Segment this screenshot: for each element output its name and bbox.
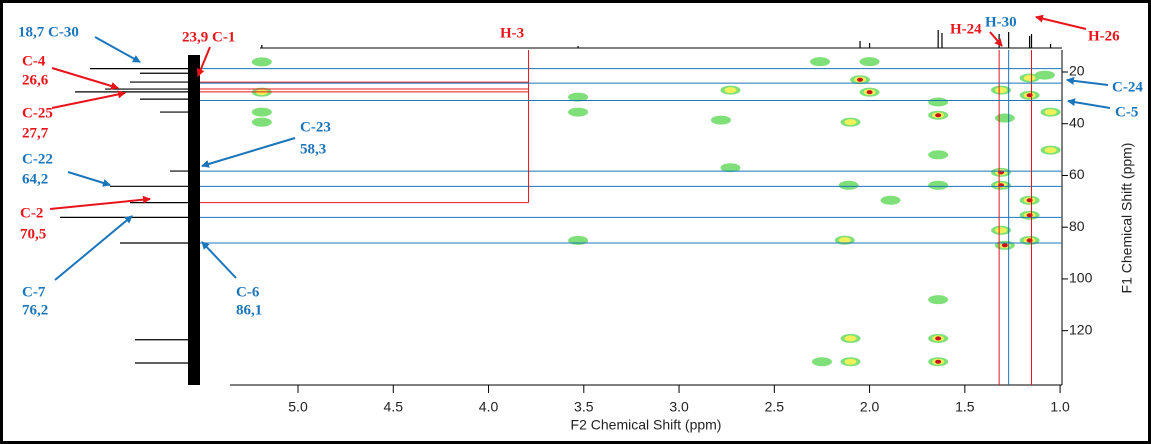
x-tick-label: 1.0	[1050, 399, 1070, 415]
y-tick-label: 80	[1069, 218, 1085, 234]
annotation-label: C-24	[1112, 79, 1143, 95]
cross-peak	[838, 237, 851, 244]
cross-peak	[928, 295, 949, 305]
annotation-label: C-4	[22, 53, 46, 69]
cross-peak	[928, 150, 949, 160]
annotation-label: 26,6	[22, 72, 49, 88]
cross-peak	[720, 163, 741, 173]
cross-peak	[935, 359, 942, 364]
cross-peak	[995, 87, 1008, 94]
cross-peak	[928, 180, 949, 190]
annotation-label: H-30	[985, 14, 1017, 30]
x-tick-label: 3.5	[574, 399, 594, 415]
x-tick-label: 1.5	[955, 399, 975, 415]
annotation-label: H-3	[500, 25, 524, 41]
y-tick-label: 20	[1069, 63, 1085, 79]
cross-peak	[935, 113, 942, 118]
cross-peak	[928, 97, 949, 107]
annotation-label: 27,7	[22, 125, 49, 141]
cross-peak	[880, 195, 901, 205]
annotation-label: 64,2	[22, 171, 48, 187]
annotation-label: C-6	[236, 284, 260, 300]
cross-peak	[568, 107, 589, 117]
annotation-arrow	[51, 67, 119, 90]
y-tick-label: 100	[1069, 270, 1093, 286]
annotation-arrow	[67, 171, 111, 187]
cross-peak	[1044, 109, 1057, 116]
annotation-label: C-23	[300, 119, 331, 135]
cross-peak	[935, 336, 942, 341]
annotation-arrow	[989, 31, 1003, 47]
y-tick-label: 120	[1069, 321, 1093, 337]
cross-peak	[1001, 243, 1008, 248]
cross-peak	[1034, 70, 1055, 80]
annotation-arrow	[49, 195, 151, 210]
cross-peak	[1023, 74, 1036, 81]
cross-peak	[994, 113, 1015, 123]
annotation-arrow	[201, 137, 296, 168]
annotation-label: C-5	[1115, 104, 1138, 120]
cross-peak	[724, 87, 737, 94]
cross-peak	[710, 115, 731, 125]
annotation-label: 76,2	[22, 302, 48, 318]
annotation-arrow	[1067, 98, 1111, 109]
annotation-label: C-22	[22, 151, 53, 167]
annotation-label: C-7	[22, 284, 46, 300]
cross-peak	[859, 57, 880, 67]
annotation-arrow	[54, 215, 133, 281]
cross-peak	[857, 77, 864, 82]
annotation-label: 70,5	[20, 226, 46, 242]
cross-peak	[844, 335, 857, 342]
cross-peak	[251, 107, 272, 117]
y-axis-label: F1 Chemical Shift (ppm)	[1119, 143, 1135, 294]
cross-peak	[251, 117, 272, 127]
annotation-arrow	[1066, 76, 1109, 86]
cross-peak	[568, 235, 589, 245]
annotation-arrow	[51, 90, 126, 109]
x-tick-label: 5.0	[288, 399, 308, 415]
cross-peak	[1044, 147, 1057, 154]
annotation-arrow	[94, 36, 141, 63]
x-tick-label: 4.0	[479, 399, 499, 415]
x-tick-label: 3.0	[669, 399, 689, 415]
annotation-label: C-25	[22, 105, 53, 121]
x-tick-label: 2.0	[860, 399, 880, 415]
cross-peak	[995, 227, 1008, 234]
cross-peak	[811, 357, 832, 367]
cross-peak	[844, 119, 857, 126]
cross-peak	[844, 358, 857, 365]
cross-peak	[810, 57, 831, 67]
annotation-label: H-24	[950, 21, 982, 37]
cross-peak	[838, 180, 859, 190]
cross-peak	[866, 90, 873, 95]
annotation-label: 18,7 C-30	[18, 24, 79, 40]
cross-peak	[251, 57, 272, 67]
x-tick-label: 2.5	[765, 399, 785, 415]
annotation-label: C-2	[20, 205, 43, 221]
y-tick-label: 60	[1069, 166, 1085, 182]
f1-spectrum-baseline	[188, 55, 200, 385]
annotation-label: 23,9 C-1	[182, 29, 235, 45]
cross-peak	[568, 92, 589, 102]
annotation-arrow	[201, 241, 237, 279]
annotation-arrow	[1035, 14, 1087, 30]
annotation-label: 58,3	[300, 141, 326, 157]
annotation-label: 86,1	[236, 302, 262, 318]
annotation-arrow	[196, 46, 211, 77]
x-tick-label: 4.5	[384, 399, 404, 415]
y-tick-label: 40	[1069, 114, 1085, 130]
annotation-label: H-26	[1088, 28, 1120, 44]
x-axis-label: F2 Chemical Shift (ppm)	[571, 417, 722, 433]
